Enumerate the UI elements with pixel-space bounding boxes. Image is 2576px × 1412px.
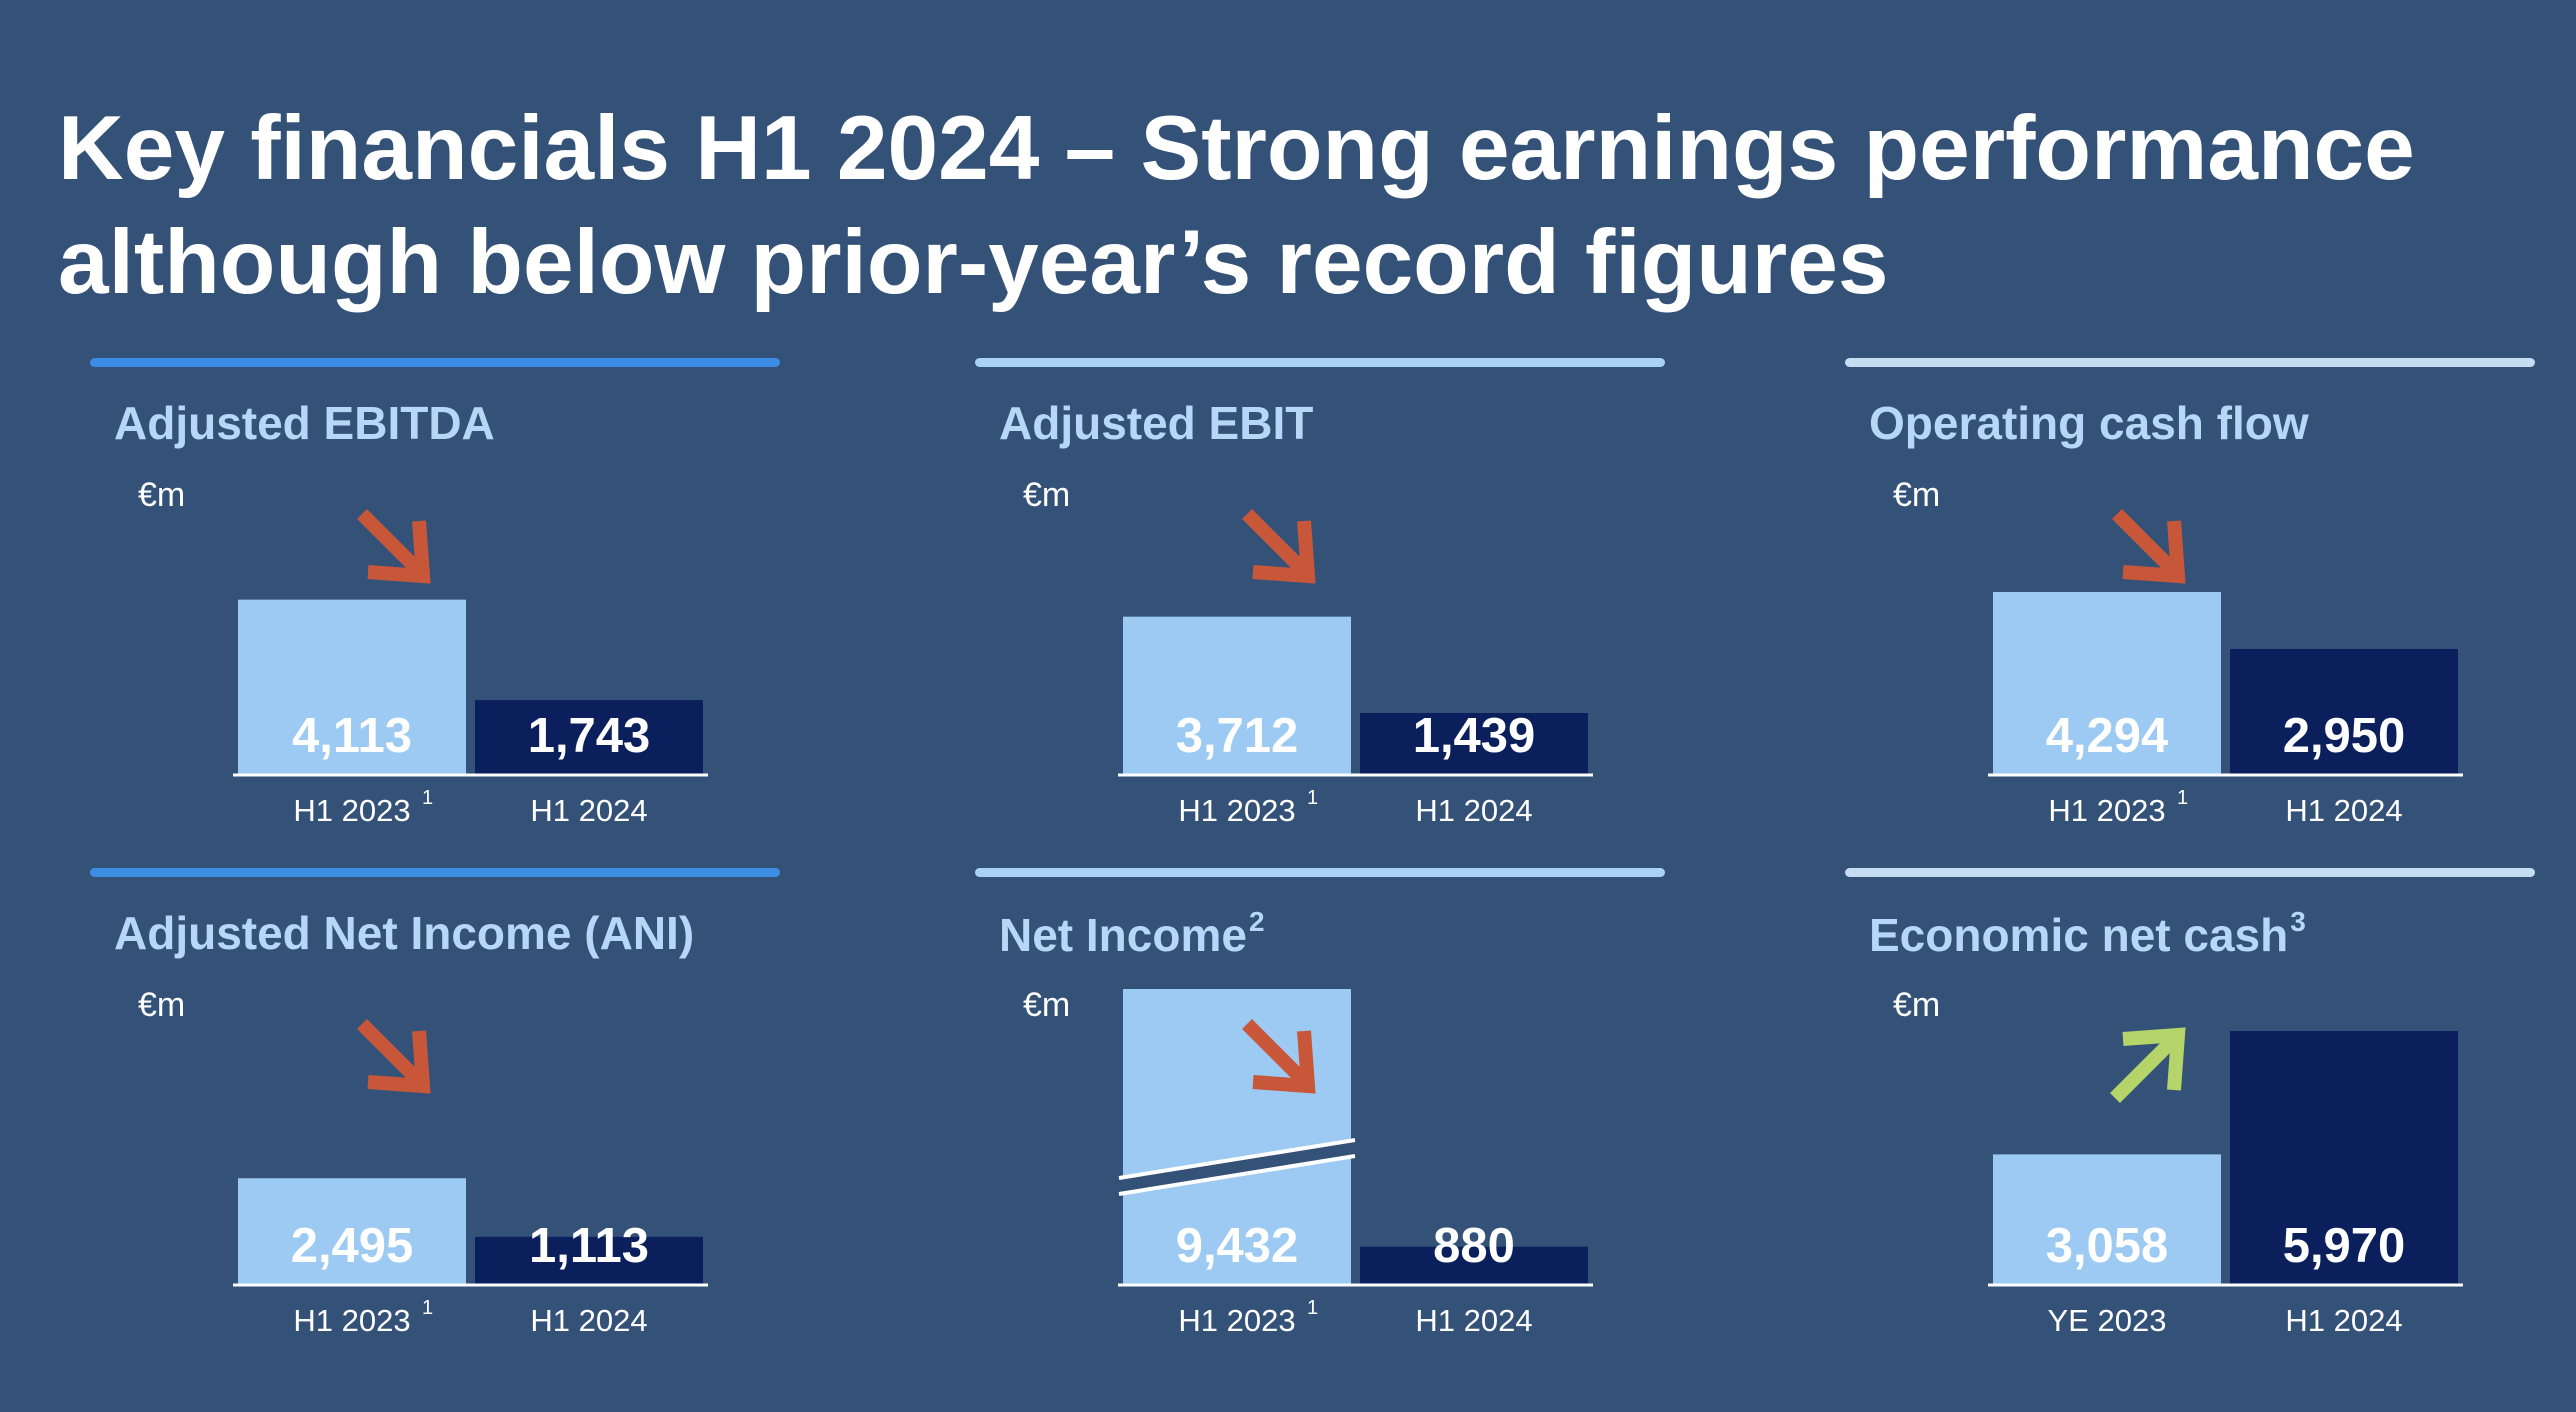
economic-net-cash-panel: Economic net cash3 €m 3,058 YE 2023 5,970 H… — [1845, 868, 2545, 1358]
adjusted-ebitda-panel: Adjusted EBITDA €m 4,113 H1 2023 1 1,743 H1 … — [90, 358, 790, 848]
bar-prior — [238, 1178, 466, 1284]
bar-value-label: 4,294 — [2046, 709, 2169, 763]
bar-value-label: 1,113 — [529, 1219, 649, 1273]
bar-current — [475, 1236, 703, 1284]
footnote-mark: 1 — [422, 1297, 433, 1319]
category-label: H1 2023 — [1178, 1303, 1295, 1338]
bar-value-label: 3,712 — [1176, 709, 1299, 763]
page-title: Key financials H1 2024 – Strong earnings… — [58, 92, 2538, 320]
arrow-down-right-icon — [357, 509, 431, 584]
adjusted-ebit-panel: Adjusted EBIT €m 3,712 H1 2023 1 1,439 H1 20… — [975, 358, 1675, 848]
panel-rule — [975, 358, 1665, 367]
panel-rule — [1845, 358, 2535, 367]
bar-prior — [1993, 1154, 2221, 1284]
bar-value-label: 4,113 — [292, 709, 412, 763]
adjusted-ebitda-chart: 4,113 H1 2023 1 1,743 H1 2024 — [233, 509, 708, 828]
unit-label: €m — [138, 476, 186, 514]
adjusted-ebit-chart: 3,712 H1 2023 1 1,439 H1 2024 — [1118, 509, 1593, 828]
net-income-panel: Net Income2 €m 9,432 H1 2023 1 880 H1 2024 — [975, 868, 1675, 1358]
bar-prior — [238, 599, 466, 774]
unit-label: €m — [1023, 986, 1071, 1024]
bar-prior — [1993, 592, 2221, 774]
bar-value-label: 1,743 — [528, 709, 651, 763]
panel-title: Adjusted Net Income (ANI) — [114, 907, 695, 959]
bar-current — [475, 700, 703, 774]
bar-value-label: 5,970 — [2283, 1219, 2406, 1273]
bar-value-label: 1,439 — [1413, 709, 1536, 763]
panel-title: Net Income2 — [999, 906, 1265, 961]
bar-current — [2230, 1030, 2458, 1284]
panel-rule — [975, 868, 1665, 877]
category-label: H1 2024 — [2285, 793, 2402, 828]
bar-value-label: 2,950 — [2283, 709, 2406, 763]
arrow-down-right-icon — [357, 1019, 431, 1094]
category-label: H1 2023 — [2048, 793, 2165, 828]
bar-prior — [1123, 616, 1351, 774]
arrow-up-right-icon — [2110, 1027, 2186, 1103]
category-label: H1 2023 — [293, 793, 410, 828]
bar-value-label: 880 — [1433, 1219, 1515, 1273]
net-income-chart: 9,432 H1 2023 1 880 H1 2024 — [1118, 989, 1593, 1338]
unit-label: €m — [138, 986, 186, 1024]
bar-current — [2230, 648, 2458, 774]
category-label: H1 2024 — [530, 1303, 647, 1338]
panel-rule — [1845, 868, 2535, 877]
panel-rule — [90, 868, 780, 877]
category-label: H1 2024 — [1415, 1303, 1532, 1338]
footnote-mark: 1 — [422, 787, 433, 809]
bar-value-label: 2,495 — [291, 1219, 414, 1273]
category-label: H1 2023 — [1178, 793, 1295, 828]
arrow-down-right-icon — [1242, 509, 1316, 584]
bar-value-label: 9,432 — [1176, 1219, 1299, 1273]
footnote-mark: 1 — [2177, 787, 2188, 809]
category-label: YE 2023 — [2048, 1303, 2167, 1338]
panel-title: Adjusted EBIT — [999, 397, 1314, 449]
panel-title: Adjusted EBITDA — [114, 397, 495, 449]
panel-rule — [90, 358, 780, 367]
adjusted-net-income-panel: Adjusted Net Income (ANI) €m 2,495 H1 202… — [90, 868, 790, 1358]
unit-label: €m — [1893, 476, 1941, 514]
category-label: H1 2024 — [1415, 793, 1532, 828]
page-title-line-1: Key financials H1 2024 – Strong earnings… — [58, 98, 2415, 199]
arrow-down-right-icon — [1242, 1019, 1316, 1094]
unit-label: €m — [1893, 986, 1941, 1024]
bar-prior — [1123, 989, 1351, 1284]
bar-value-label: 3,058 — [2046, 1219, 2169, 1273]
category-label: H1 2023 — [293, 1303, 410, 1338]
operating-cash-flow-chart: 4,294 H1 2023 1 2,950 H1 2024 — [1988, 509, 2463, 828]
bar-current — [1360, 1246, 1588, 1284]
category-label: H1 2024 — [2285, 1303, 2402, 1338]
panel-title: Operating cash flow — [1869, 397, 2309, 449]
page-title-line-2: although below prior-year’s record figur… — [58, 212, 1889, 313]
operating-cash-flow-panel: Operating cash flow €m 4,294 H1 2023 1 2,95… — [1845, 358, 2545, 848]
footnote-mark: 1 — [1307, 1297, 1318, 1319]
axis-break-mark — [1118, 1138, 1356, 1196]
economic-net-cash-chart: 3,058 YE 2023 5,970 H1 2024 — [1988, 1027, 2463, 1338]
category-label: H1 2024 — [530, 793, 647, 828]
arrow-down-right-icon — [2112, 509, 2186, 584]
unit-label: €m — [1023, 476, 1071, 514]
footnote-mark: 1 — [1307, 787, 1318, 809]
panel-title: Economic net cash3 — [1869, 906, 2306, 961]
adjusted-net-income-chart: 2,495 H1 2023 1 1,113 H1 2024 — [233, 1019, 708, 1338]
bar-current — [1360, 713, 1588, 774]
